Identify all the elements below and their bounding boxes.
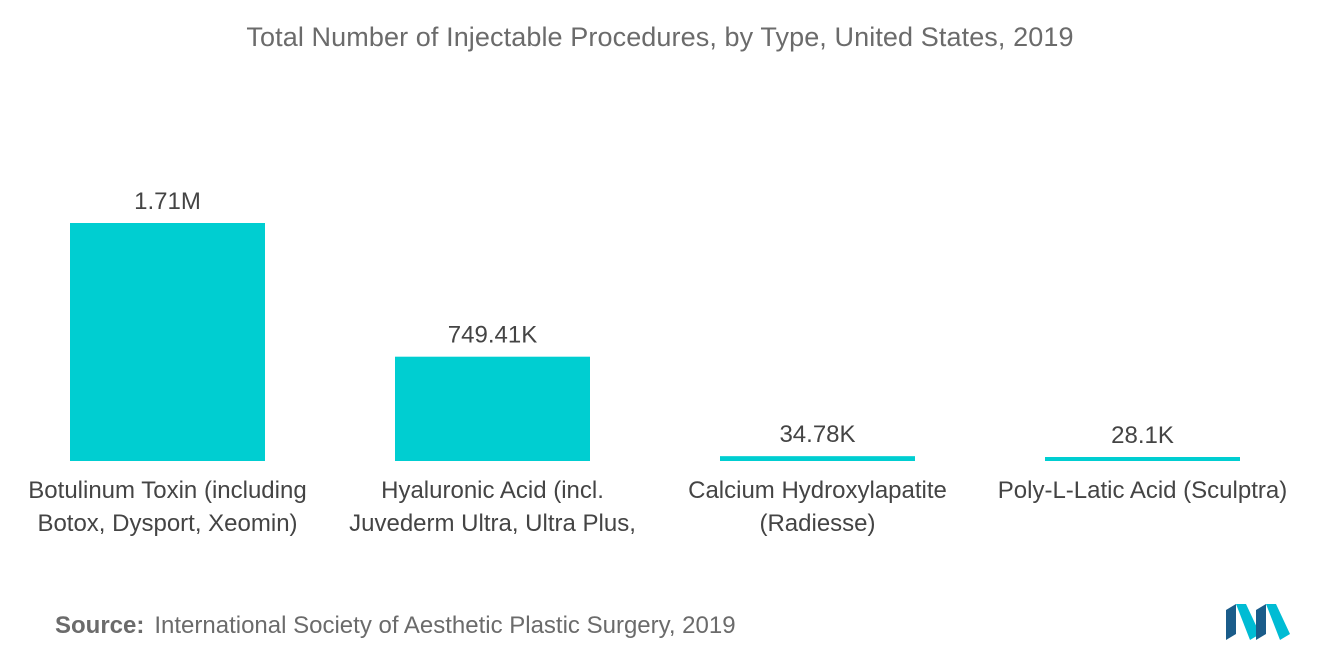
category-label-3: Calcium Hydroxylapatite (Radiesse) bbox=[688, 477, 947, 537]
bar-4 bbox=[1045, 457, 1240, 461]
bar-1 bbox=[70, 223, 265, 461]
data-label-1: 1.71M bbox=[134, 188, 201, 215]
bar-2 bbox=[395, 356, 590, 461]
source-label: Source: bbox=[55, 612, 145, 639]
category-label-line: Hyaluronic Acid (incl. bbox=[381, 477, 604, 504]
category-label-line: Poly-L-Latic Acid (Sculptra) bbox=[998, 477, 1287, 504]
data-label-4: 28.1K bbox=[1111, 422, 1174, 449]
bar-3 bbox=[720, 456, 915, 461]
category-label-4: Poly-L-Latic Acid (Sculptra) bbox=[998, 477, 1287, 504]
data-label-2: 749.41K bbox=[448, 322, 537, 349]
source-note: Source: International Society of Aestheti… bbox=[55, 612, 736, 640]
chart-title: Total Number of Injectable Procedures, b… bbox=[246, 22, 1074, 52]
mordor-intelligence-logo-icon bbox=[1226, 604, 1290, 640]
category-label-line: Botulinum Toxin (including bbox=[28, 477, 306, 504]
category-label-line: Juvederm Ultra, Ultra Plus, bbox=[349, 510, 636, 537]
bar-chart: 1.71M Botulinum Toxin (including Botox, Dy… bbox=[28, 188, 1287, 537]
category-label-line: (Radiesse) bbox=[759, 510, 875, 537]
category-label-1: Botulinum Toxin (including Botox, Dysport… bbox=[28, 477, 306, 537]
data-label-3: 34.78K bbox=[779, 421, 855, 448]
category-label-2: Hyaluronic Acid (incl. Juvederm Ultra, Ul… bbox=[349, 477, 636, 537]
category-label-line: Calcium Hydroxylapatite bbox=[688, 477, 947, 504]
category-label-line: Botox, Dysport, Xeomin) bbox=[37, 510, 297, 537]
source-text: International Society of Aesthetic Plast… bbox=[154, 612, 736, 639]
